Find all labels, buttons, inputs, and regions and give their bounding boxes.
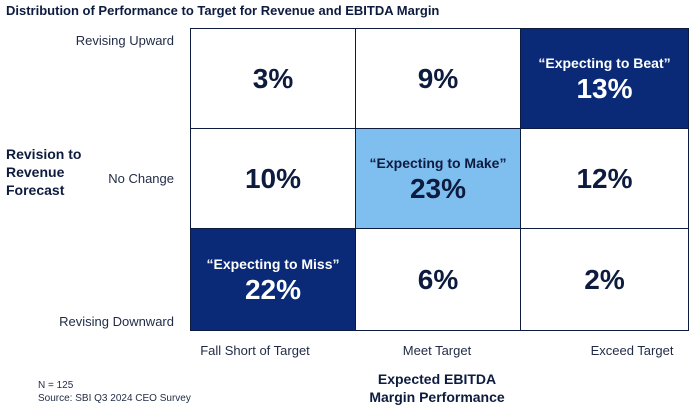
cell-value-label: 3% [252, 62, 294, 94]
cell-value-label: 9% [417, 62, 459, 94]
cell-value-label: 2% [584, 263, 625, 295]
chart-title: Distribution of Performance to Target fo… [6, 3, 440, 18]
matrix-cell-revising-upward-meet-target: 9% [355, 28, 521, 129]
x-axis-title: Expected EBITDA Margin Performance [369, 370, 504, 406]
cell-value-label: 22% [244, 273, 302, 305]
sample-size-note: N = 125 [38, 380, 74, 391]
matrix-cell-revising-downward-meet-target: 6% [355, 228, 521, 331]
col-label-exceed-target: Exceed Target [590, 343, 674, 358]
row-label-revising-upward: Revising Upward [75, 33, 174, 48]
matrix-cell-revising-downward-exceed-target: 2% [520, 228, 689, 331]
cell-value-label: 6% [417, 263, 459, 295]
cell-value-label: 12% [576, 162, 633, 194]
matrix-cell-no-change-fall-short: 10% [190, 128, 356, 229]
x-axis-title-line: Expected EBITDA [377, 371, 497, 387]
y-axis-title-line: Revenue [6, 164, 65, 180]
y-axis-title: Revision to Revenue Forecast [6, 145, 96, 199]
row-label-no-change: No Change [108, 171, 174, 186]
matrix-cell-revising-upward-fall-short: 3% [190, 28, 356, 129]
cell-value-label: 10% [244, 162, 302, 194]
y-axis-title-line: Revision to [6, 146, 82, 162]
matrix-grid: 3% 9% “Expecting to Beat” 13% 10% “Expecting … [190, 28, 689, 331]
source-note: Source: SBI Q3 2024 CEO Survey [38, 393, 191, 404]
y-axis-title-line: Forecast [6, 182, 65, 198]
col-label-fall-short: Fall Short of Target [200, 343, 310, 358]
cell-category-label: “Expecting to Make” [369, 154, 507, 171]
col-label-meet-target: Meet Target [402, 343, 472, 358]
cell-value-label: 13% [576, 72, 633, 104]
cell-value-label: 23% [409, 172, 467, 204]
matrix-cell-revising-downward-fall-short: “Expecting to Miss” 22% [190, 228, 356, 331]
matrix-cell-no-change-exceed-target: 12% [520, 128, 689, 229]
matrix-cell-no-change-meet-target: “Expecting to Make” 23% [355, 128, 521, 229]
matrix-cell-revising-upward-exceed-target: “Expecting to Beat” 13% [520, 28, 689, 129]
row-label-revising-downward: Revising Downward [59, 314, 174, 329]
cell-category-label: “Expecting to Beat” [538, 54, 671, 71]
x-axis-title-line: Margin Performance [369, 389, 505, 405]
cell-category-label: “Expecting to Miss” [206, 255, 340, 272]
